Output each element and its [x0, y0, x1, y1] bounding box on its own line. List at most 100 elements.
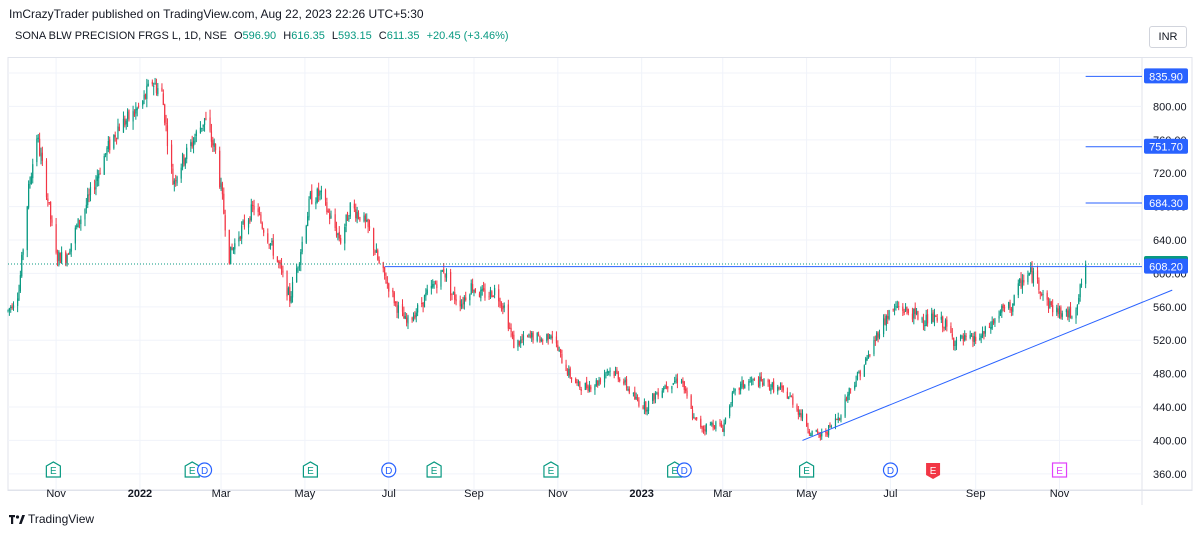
- candle-up: [106, 148, 108, 155]
- price-tick-label: 800.00: [1153, 101, 1187, 113]
- candle-up: [896, 306, 898, 308]
- candle-up: [213, 143, 215, 147]
- candle-up: [489, 289, 492, 296]
- candle-up: [126, 111, 129, 119]
- low-value: 593.15: [338, 30, 372, 42]
- candle-up: [536, 333, 538, 341]
- candle-down: [124, 118, 126, 126]
- candle-down: [869, 354, 871, 356]
- candle-up: [568, 369, 570, 376]
- candle-up: [605, 372, 607, 374]
- candle-down: [162, 93, 164, 106]
- candle-up: [888, 310, 890, 320]
- candle-down: [257, 208, 259, 213]
- candle-down: [183, 155, 185, 164]
- candle-down: [768, 381, 771, 390]
- candle-up: [7, 310, 9, 312]
- candle-up: [885, 316, 887, 326]
- event-letter: E: [307, 466, 314, 477]
- candle-down: [965, 335, 967, 337]
- time-tick-label: May: [295, 488, 316, 500]
- currency-button[interactable]: INR: [1149, 26, 1187, 48]
- candle-up: [856, 372, 859, 380]
- event-letter: D: [887, 466, 894, 477]
- candle-down: [137, 105, 140, 107]
- candle-up: [18, 290, 20, 300]
- candle-up: [132, 110, 134, 122]
- candle-down: [374, 250, 376, 253]
- candle-up: [269, 243, 272, 246]
- price-tick-label: 560.00: [1153, 302, 1187, 314]
- candle-down: [93, 187, 96, 190]
- candle-down: [436, 284, 438, 289]
- candle-up: [470, 283, 472, 295]
- candle-up: [32, 164, 34, 179]
- candle-down: [161, 87, 163, 91]
- candlestick-series: [7, 77, 1087, 441]
- candle-down: [324, 189, 327, 201]
- candle-down: [1069, 307, 1072, 318]
- candle-up: [8, 308, 10, 311]
- candle-down: [786, 391, 788, 399]
- candle-down: [1039, 291, 1041, 294]
- candle-up: [117, 126, 119, 139]
- candle-up: [76, 225, 78, 227]
- candle-down: [276, 256, 279, 262]
- candle-up: [10, 306, 12, 309]
- candle-down: [1003, 307, 1006, 309]
- earnings-icon: [543, 461, 559, 478]
- candle-down: [258, 213, 261, 215]
- candle-up: [142, 101, 144, 106]
- time-tick-label: Jul: [382, 488, 396, 500]
- event-letter: E: [803, 466, 810, 477]
- candle-up: [595, 380, 597, 386]
- candle-up: [366, 219, 368, 222]
- tradingview-footer: TradingView: [9, 512, 94, 526]
- candle-up: [840, 415, 842, 420]
- event-letter: E: [671, 466, 678, 477]
- candle-up: [855, 380, 857, 387]
- candle-up: [788, 396, 790, 400]
- candle-down: [377, 250, 379, 260]
- candle-up: [300, 252, 302, 265]
- candle-down: [335, 227, 338, 236]
- candle-up: [308, 198, 310, 218]
- candle-up: [452, 292, 454, 294]
- candle-up: [297, 267, 299, 269]
- candle-down: [450, 271, 452, 296]
- candle-down: [619, 379, 621, 382]
- candle-down: [778, 387, 780, 389]
- candle-down: [599, 379, 602, 383]
- candle-down: [642, 406, 644, 409]
- candle-down: [386, 282, 388, 284]
- candle-up: [724, 417, 727, 423]
- candle-down: [11, 306, 13, 309]
- price-axis[interactable]: 360.00400.00440.00480.00520.00560.00600.…: [1153, 68, 1187, 481]
- candle-down: [444, 273, 446, 278]
- candle-up: [122, 118, 125, 133]
- candle-down: [738, 387, 740, 391]
- candle-down: [720, 423, 722, 428]
- candle-down: [231, 247, 233, 250]
- candle-down: [421, 303, 423, 305]
- candle-down: [576, 382, 578, 384]
- candle-up: [98, 173, 100, 179]
- candle-down: [329, 213, 331, 220]
- candle-up: [1075, 309, 1077, 319]
- candle-down: [340, 237, 342, 244]
- candle-down: [338, 231, 340, 239]
- candle-down: [685, 388, 687, 391]
- candle-down: [551, 336, 553, 339]
- candle-up: [307, 216, 309, 227]
- candle-up: [66, 255, 68, 265]
- candle-up: [157, 88, 159, 95]
- candle-up: [994, 318, 996, 324]
- time-axis[interactable]: Nov 2022 Mar May Jul Sep Nov 2023 Mar May Jul Sep No…: [46, 488, 1069, 500]
- candle-down: [808, 431, 810, 434]
- candle-up: [125, 120, 127, 125]
- candle-up: [463, 297, 465, 305]
- candle-up: [190, 142, 192, 146]
- time-tick-label: May: [796, 488, 817, 500]
- candle-down: [212, 140, 214, 146]
